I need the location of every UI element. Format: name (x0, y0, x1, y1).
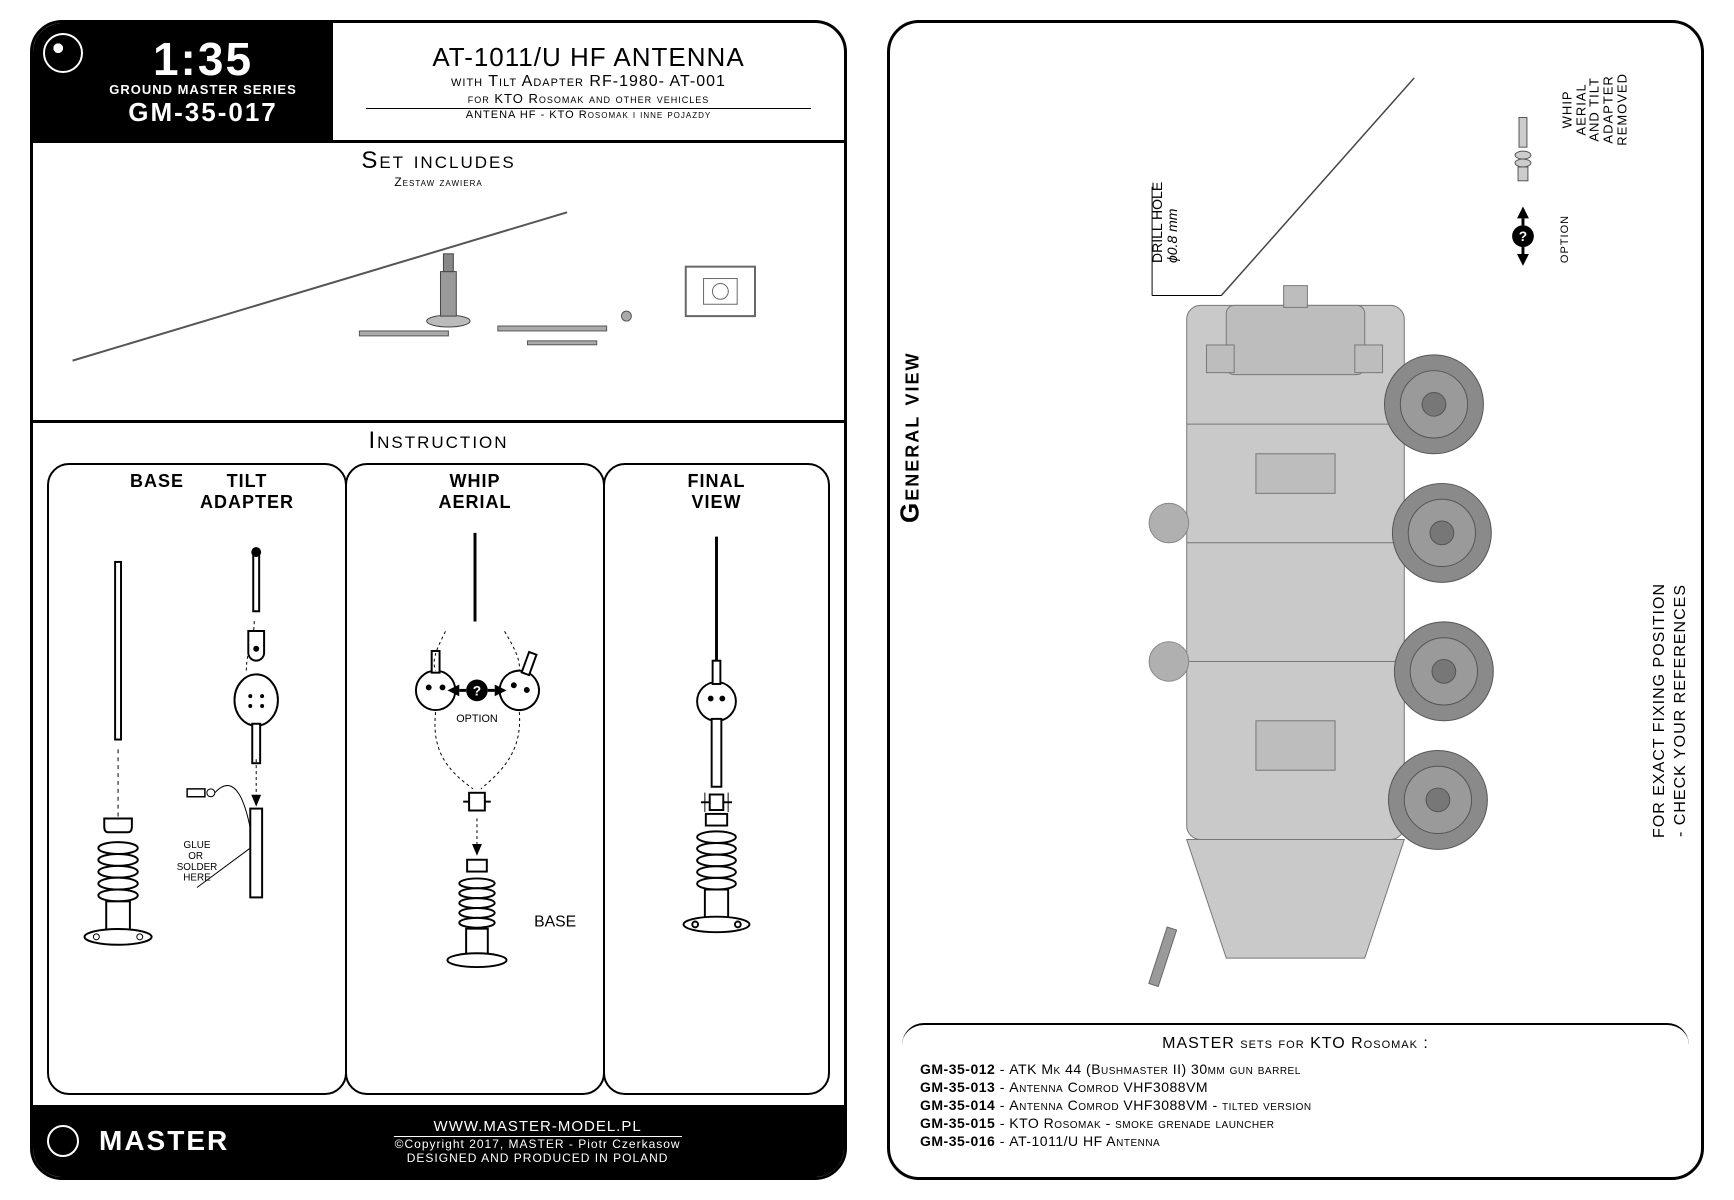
related-sets-panel: MASTER sets for KTO Rosomak : GM-35-012 … (902, 1023, 1689, 1165)
related-set-row: GM-35-012 - ATK Mk 44 (Bushmaster II) 30… (920, 1061, 1671, 1077)
instruction-step-whip: WHIP AERIAL (345, 463, 605, 1095)
set-desc: ATK Mk 44 (Bushmaster II) 30mm gun barre… (1009, 1061, 1301, 1077)
left-header: 1:35 GROUND MASTER SERIES GM-35-017 AT-1… (33, 23, 844, 143)
left-instruction-sheet: 1:35 GROUND MASTER SERIES GM-35-017 AT-1… (30, 20, 847, 1180)
footer-url: WWW.MASTER-MODEL.PL (394, 1118, 682, 1137)
instruction-step-final: FINAL VIEW (603, 463, 830, 1095)
brand-swirl-icon (47, 1125, 79, 1157)
instruction-grid: BASE TILT ADAPTER (47, 463, 830, 1095)
footer-text-block: WWW.MASTER-MODEL.PL ©Copyright 2017, MAS… (245, 1118, 830, 1165)
series-text: GROUND MASTER SERIES (109, 82, 297, 97)
product-subtitle-1: with Tilt Adapter RF-1980- AT-001 (451, 73, 726, 91)
set-desc: AT-1011/U HF Antenna (1009, 1133, 1160, 1149)
header-title-block: AT-1011/U HF ANTENNA with Tilt Adapter R… (333, 23, 844, 140)
set-desc: Antenna Comrod VHF3088VM (1009, 1079, 1208, 1095)
header-black-block: 1:35 GROUND MASTER SERIES GM-35-017 (33, 23, 333, 140)
set-desc: KTO Rosomak - smoke grenade launcher (1009, 1115, 1274, 1131)
svg-text:?: ? (1519, 228, 1527, 244)
related-set-row: GM-35-015 - KTO Rosomak - smoke grenade … (920, 1115, 1671, 1131)
label-base-2: BASE (534, 914, 576, 931)
product-subtitle-2: for KTO Rosomak and other vehicles (366, 91, 812, 109)
product-subtitle-3: ANTENA HF - KTO Rosomak i inne pojazdy (466, 109, 711, 121)
set-code: GM-35-014 (920, 1097, 995, 1113)
scale-text: 1:35 (153, 36, 253, 82)
related-sets-heading: MASTER sets for KTO Rosomak : (920, 1035, 1671, 1053)
related-set-row: GM-35-014 - Antenna Comrod VHF3088VM - t… (920, 1097, 1671, 1113)
left-footer: MASTER WWW.MASTER-MODEL.PL ©Copyright 20… (33, 1105, 844, 1177)
label-option: OPTION (456, 713, 498, 725)
brand-swirl-icon (43, 33, 83, 73)
svg-text:?: ? (473, 683, 481, 698)
related-set-row: GM-35-016 - AT-1011/U HF Antenna (920, 1133, 1671, 1149)
instruction-step-base-tilt: BASE TILT ADAPTER (47, 463, 347, 1095)
set-code: GM-35-015 (920, 1115, 995, 1131)
instruction-heading: Instruction (33, 427, 844, 455)
related-set-row: GM-35-013 - Antenna Comrod VHF3088VM (920, 1079, 1671, 1095)
footer-origin: DESIGNED AND PRODUCED IN POLAND (245, 1151, 830, 1165)
related-sets-list: GM-35-012 - ATK Mk 44 (Bushmaster II) 30… (920, 1061, 1671, 1149)
brand-name: MASTER (99, 1125, 229, 1157)
product-code: GM-35-017 (128, 97, 278, 128)
general-view-body: General view DRILL HOLE ϕ0.8 mm WHIP AER… (890, 23, 1701, 1023)
footer-copyright: ©Copyright 2017, MASTER - Piotr Czerkaso… (245, 1137, 830, 1151)
vehicle-illustration: ? (890, 23, 1701, 1023)
set-code: GM-35-012 (920, 1061, 995, 1077)
set-desc: Antenna Comrod VHF3088VM - tilted versio… (1009, 1097, 1311, 1113)
product-title: AT-1011/U HF ANTENNA (432, 42, 744, 73)
instruction-panel: Instruction BASE TILT ADAPTER (33, 423, 844, 1105)
set-code: GM-35-016 (920, 1133, 995, 1149)
set-includes-panel: Set includes Zestaw zawiera (33, 143, 844, 423)
set-includes-illustration (33, 143, 844, 420)
set-code: GM-35-013 (920, 1079, 995, 1095)
right-general-view-sheet: General view DRILL HOLE ϕ0.8 mm WHIP AER… (887, 20, 1704, 1180)
